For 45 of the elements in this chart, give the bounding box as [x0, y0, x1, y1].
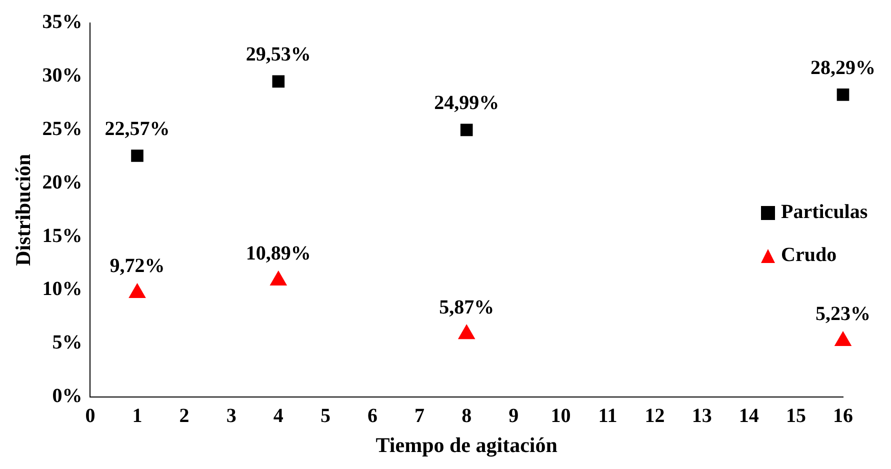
- x-tick-label: 10: [550, 404, 571, 427]
- data-label: 5,23%: [816, 303, 870, 326]
- x-tick-label: 2: [179, 404, 190, 427]
- x-tick-label: 7: [414, 404, 425, 427]
- y-tick-label: 10%: [42, 278, 82, 300]
- x-tick-label: 8: [462, 404, 472, 427]
- x-axis-title: Tiempo de agitación: [376, 432, 558, 457]
- x-tick-label: 4: [273, 404, 284, 427]
- x-tick-label: 9: [508, 404, 519, 427]
- point: [270, 270, 287, 286]
- data-label: 5,87%: [439, 296, 494, 318]
- legend-label: Particulas: [781, 201, 868, 224]
- data-label: 24,99%: [434, 92, 500, 114]
- x-tick-label: 3: [226, 404, 236, 427]
- x-tick-label: 11: [598, 404, 618, 427]
- point: [458, 324, 475, 340]
- y-tick-label: 30%: [42, 64, 82, 87]
- y-tick-label: 0%: [52, 384, 82, 407]
- x-tick-label: 5: [320, 404, 330, 427]
- y-tick-label: 35%: [42, 11, 82, 34]
- x-tick-label: 0: [85, 404, 96, 427]
- point: [272, 75, 285, 88]
- x-tick-label: 15: [786, 404, 806, 427]
- point: [834, 331, 852, 346]
- x-tick-label: 1: [132, 404, 142, 427]
- point: [460, 124, 473, 136]
- point: [836, 88, 850, 101]
- x-tick-label: 12: [644, 404, 665, 427]
- x-tick-label: 14: [738, 404, 759, 427]
- data-label: 22,57%: [104, 118, 170, 140]
- x-tick-label: 13: [692, 404, 712, 427]
- data-label: 28,29%: [810, 56, 876, 79]
- x-tick-label: 16: [833, 404, 853, 427]
- y-tick-label: 5%: [52, 332, 82, 354]
- data-label: 29,53%: [246, 44, 311, 66]
- point: [128, 283, 146, 298]
- y-axis-title: Distribución: [11, 154, 36, 266]
- data-label: 10,89%: [246, 242, 311, 265]
- y-tick-label: 15%: [42, 224, 82, 247]
- x-tick-label: 6: [368, 404, 378, 427]
- legend-label: Crudo: [781, 244, 837, 266]
- data-label: 9,72%: [110, 255, 165, 278]
- y-tick-label: 25%: [42, 118, 82, 140]
- point: [131, 150, 144, 162]
- y-tick-label: 20%: [42, 171, 82, 194]
